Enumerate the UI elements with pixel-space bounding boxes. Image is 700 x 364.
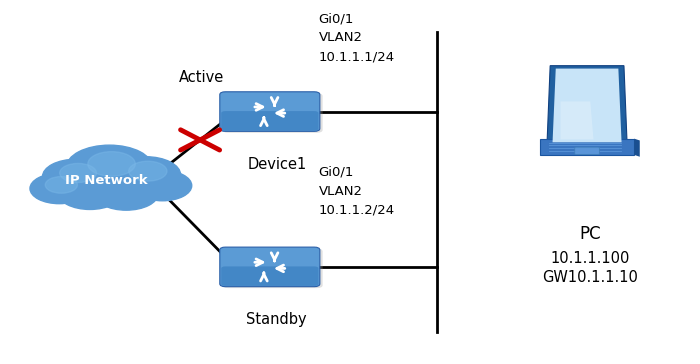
Text: Standby: Standby [246, 312, 307, 327]
Circle shape [43, 159, 109, 194]
FancyBboxPatch shape [221, 266, 318, 286]
Text: IP Network: IP Network [64, 174, 147, 187]
Polygon shape [561, 102, 594, 139]
FancyBboxPatch shape [575, 147, 599, 154]
Circle shape [43, 168, 104, 200]
Polygon shape [540, 139, 634, 155]
Text: Active: Active [179, 70, 225, 85]
FancyBboxPatch shape [223, 249, 323, 288]
Text: GW10.1.1.10: GW10.1.1.10 [542, 270, 638, 285]
FancyBboxPatch shape [220, 247, 320, 287]
FancyBboxPatch shape [220, 92, 320, 131]
Circle shape [111, 157, 181, 193]
FancyBboxPatch shape [221, 111, 318, 131]
Text: Gi0/1
VLAN2
10.1.1.1/24: Gi0/1 VLAN2 10.1.1.1/24 [318, 12, 395, 63]
Circle shape [133, 170, 192, 201]
FancyBboxPatch shape [223, 93, 323, 133]
Text: Device1: Device1 [247, 157, 307, 172]
Polygon shape [634, 139, 640, 157]
Circle shape [60, 163, 97, 182]
Circle shape [69, 157, 150, 199]
Polygon shape [552, 68, 622, 142]
Circle shape [58, 176, 122, 209]
Circle shape [94, 177, 158, 210]
Circle shape [113, 165, 175, 197]
Circle shape [30, 173, 88, 204]
Circle shape [88, 152, 135, 176]
Circle shape [129, 161, 167, 181]
Circle shape [46, 177, 78, 193]
Text: PC: PC [580, 225, 601, 244]
Polygon shape [547, 66, 627, 145]
Text: Gi0/1
VLAN2
10.1.1.2/24: Gi0/1 VLAN2 10.1.1.2/24 [318, 166, 395, 217]
Text: 10.1.1.100: 10.1.1.100 [551, 251, 630, 266]
Circle shape [66, 145, 153, 190]
